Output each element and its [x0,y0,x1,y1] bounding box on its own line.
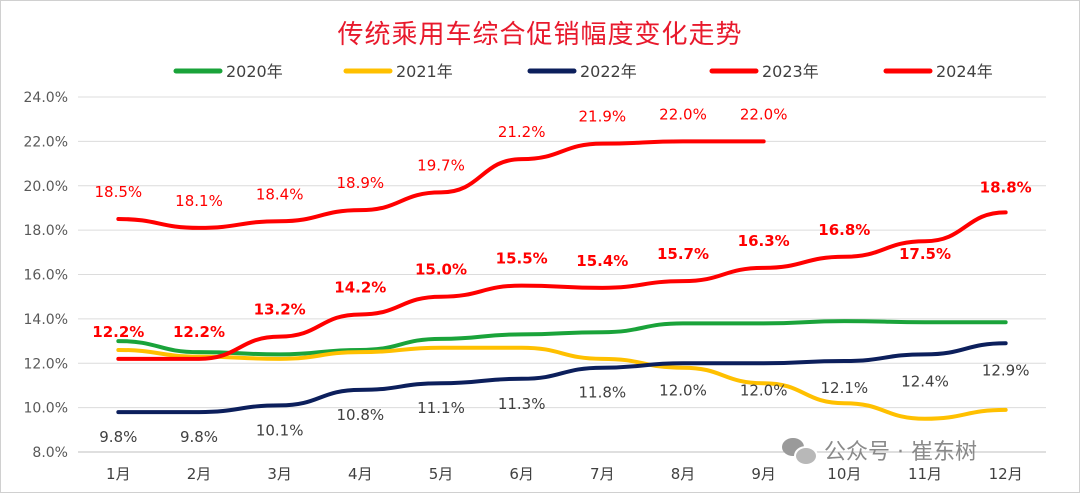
y-tick-label: 10.0% [24,401,68,417]
series-line [116,341,1008,415]
y-tick-label: 14.0% [24,312,68,328]
data-label: 10.1% [256,421,304,439]
x-tick-label: 7月 [590,465,615,483]
data-label: 22.0% [659,105,707,123]
x-tick-label: 3月 [267,465,292,483]
data-label: 18.1% [175,192,223,210]
data-label: 16.3% [738,232,790,250]
data-label: 15.0% [415,261,467,279]
data-label: 12.1% [821,379,869,397]
data-label: 16.8% [818,221,870,239]
data-label: 10.8% [337,406,385,424]
data-label: 12.0% [659,381,707,399]
data-label: 21.2% [498,123,546,141]
data-label: 22.0% [740,105,788,123]
x-tick-label: 8月 [671,465,696,483]
data-label: 14.2% [334,278,386,296]
data-label: 15.4% [576,252,628,270]
x-tick-label: 9月 [751,465,776,483]
data-label: 13.2% [254,301,306,319]
x-tick-label: 6月 [509,465,534,483]
legend-label: 2023年 [762,62,819,81]
y-tick-label: 20.0% [24,179,68,195]
y-tick-label: 12.0% [24,356,68,372]
x-tick-label: 10月 [827,465,861,483]
x-tick-label: 2月 [187,465,212,483]
data-label: 12.4% [901,372,949,390]
data-label: 18.5% [95,183,143,201]
x-tick-label: 4月 [348,465,373,483]
data-label: 11.1% [417,399,465,417]
data-label: 18.8% [980,178,1032,196]
data-label: 18.4% [256,185,304,203]
data-label: 12.9% [982,361,1030,379]
data-label: 19.7% [417,156,465,174]
watermark-text: 公众号 · 崔东树 [824,440,977,465]
chart-title: 传统乘用车综合促销幅度变化走势 [337,20,743,50]
series-line [116,345,1008,421]
series-line [116,139,766,230]
data-label: 15.7% [657,245,709,263]
x-tick-label: 12月 [989,465,1023,483]
series-line [116,210,1008,361]
y-tick-label: 8.0% [32,445,68,461]
y-tick-label: 18.0% [24,223,68,239]
legend-label: 2024年 [936,62,993,81]
x-tick-label: 11月 [908,465,942,483]
data-label: 21.9% [579,108,627,126]
wechat-icon [782,436,818,466]
y-tick-label: 24.0% [24,90,68,106]
data-label: 12.2% [173,323,225,341]
data-label: 15.5% [496,250,548,268]
y-tick-label: 16.0% [24,268,68,284]
legend-label: 2022年 [580,62,637,81]
data-label: 11.3% [498,395,546,413]
legend-label: 2020年 [226,62,283,81]
data-label: 12.2% [92,323,144,341]
data-label: 17.5% [899,245,951,263]
data-label: 11.8% [579,384,627,402]
watermark: 公众号 · 崔东树 [782,432,977,468]
x-tick-label: 5月 [429,465,454,483]
data-label: 12.0% [740,381,788,399]
series-line [116,319,1008,357]
y-tick-label: 22.0% [24,134,68,150]
data-label: 9.8% [99,428,137,446]
data-label: 9.8% [180,428,218,446]
x-tick-label: 1月 [106,465,131,483]
data-label: 18.9% [337,174,385,192]
legend-label: 2021年 [396,62,453,81]
